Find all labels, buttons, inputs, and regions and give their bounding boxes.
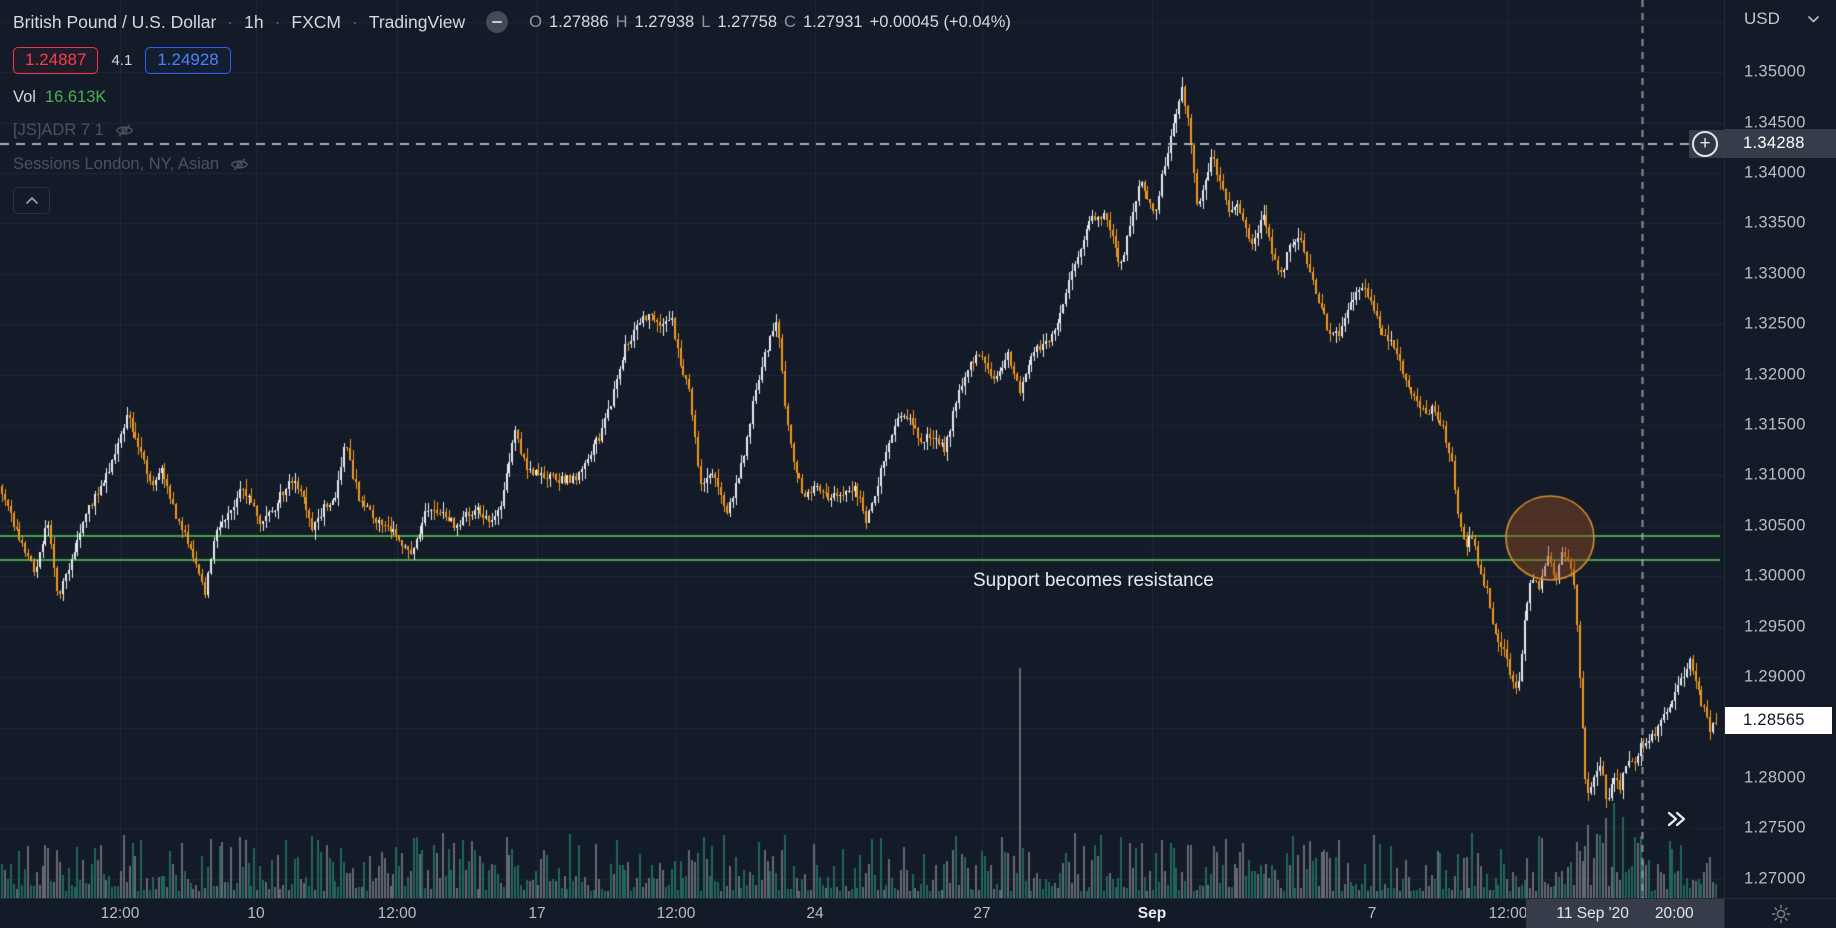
price-axis[interactable]: USD 1.35000 1.34500 1.34000 1.33500 1.33000 1… <box>1724 0 1836 898</box>
chevron-up-icon <box>25 197 38 204</box>
open-value: 1.27886 <box>548 12 609 31</box>
time-tick-label: 27 <box>973 905 991 922</box>
crosshair-date: 11 Sep '20 <box>1556 905 1629 922</box>
price-tick-label: 1.31000 <box>1744 465 1806 484</box>
price-tick-label: 1.32500 <box>1744 314 1806 333</box>
price-tick-label: 1.34500 <box>1744 113 1806 132</box>
price-tick-label: 1.35000 <box>1744 62 1806 81</box>
eye-hidden-icon[interactable] <box>230 156 249 173</box>
price-tick-label: 1.29500 <box>1744 617 1806 636</box>
currency-selector[interactable]: USD <box>1744 9 1819 29</box>
title-separator: · <box>227 11 234 32</box>
volume-value: 16.613K <box>44 87 107 106</box>
crosshair-time: 20:00 <box>1654 905 1694 922</box>
price-tick-label: 1.27000 <box>1744 869 1806 888</box>
price-tick-label: 1.31500 <box>1744 415 1806 434</box>
time-tick-label: 12:00 <box>656 905 696 922</box>
time-tick-label: 12:00 <box>100 905 140 922</box>
crosshair-price-badge: 1.34288 <box>1725 129 1836 159</box>
hide-legend-button[interactable] <box>486 11 509 33</box>
last-price-badge: 1.28565 <box>1725 707 1832 735</box>
time-axis[interactable]: 12:00 10 12:00 17 12:00 24 27 Sep 7 12:00 11 Sep … <box>0 898 1724 928</box>
indicator-adr-title[interactable]: [JS]ADR 7 1 <box>13 121 104 139</box>
price-tick-label: 1.29000 <box>1744 667 1806 686</box>
brand-label[interactable]: TradingView <box>368 11 466 32</box>
price-tick-label: 1.33500 <box>1744 213 1806 232</box>
collapse-legend-button[interactable] <box>13 187 50 214</box>
spread-value: 4.1 <box>111 51 133 69</box>
price-chart-canvas[interactable] <box>0 0 1724 898</box>
eye-hidden-icon[interactable] <box>115 122 134 139</box>
double-chevron-right-icon <box>1667 811 1686 827</box>
ohlc-values: O 1.27886 H 1.27938 L 1.27758 C 1.27931 +0.0… <box>529 13 1011 32</box>
axis-corner <box>1724 898 1836 928</box>
price-tick-label: 1.28000 <box>1744 768 1806 787</box>
scroll-to-realtime-button[interactable] <box>1655 798 1697 840</box>
time-tick-label: 10 <box>247 905 265 922</box>
crosshair-date-badge: 11 Sep '20 20:00 <box>1526 899 1724 928</box>
chart-legend: British Pound / U.S. Dollar · 1h · FXCM … <box>13 8 1011 214</box>
price-tick-label: 1.32000 <box>1744 365 1806 384</box>
price-tick-label: 1.30000 <box>1744 566 1806 585</box>
volume-row: Vol 16.613K <box>13 86 1011 108</box>
change-value: +0.00045 (+0.04%) <box>869 12 1011 31</box>
ask-price-badge[interactable]: 1.24928 <box>145 46 231 74</box>
add-alert-plus-button[interactable]: + <box>1692 130 1718 157</box>
close-value: 1.27931 <box>802 12 863 31</box>
price-tick-label: 1.27500 <box>1744 818 1806 837</box>
theme-sun-icon[interactable] <box>1771 904 1791 924</box>
axis-currency-label: USD <box>1744 9 1780 28</box>
time-tick-label: 12:00 <box>1488 905 1528 922</box>
low-label: L <box>701 12 711 31</box>
bid-price-badge[interactable]: 1.24887 <box>13 46 99 74</box>
symbol-title-row: British Pound / U.S. Dollar · 1h · FXCM … <box>13 8 1011 36</box>
title-separator: · <box>351 11 358 32</box>
open-label: O <box>529 12 542 31</box>
price-tick-label: 1.34000 <box>1744 163 1806 182</box>
high-value: 1.27938 <box>634 12 695 31</box>
time-tick-label: 12:00 <box>377 905 417 922</box>
indicator-row-sessions: Sessions London, NY, Asian <box>13 153 1011 176</box>
time-tick-label: 17 <box>528 905 546 922</box>
time-tick-label: 7 <box>1367 905 1377 922</box>
high-label: H <box>615 12 628 31</box>
time-tick-label: 24 <box>806 905 824 922</box>
volume-label: Vol <box>13 87 36 106</box>
chevron-down-icon <box>1808 15 1819 23</box>
exchange-label[interactable]: FXCM <box>291 11 341 32</box>
interval-label[interactable]: 1h <box>244 11 264 32</box>
title-separator: · <box>274 11 281 32</box>
price-tick-label: 1.33000 <box>1744 264 1806 283</box>
price-tick-label: 1.30500 <box>1744 516 1806 535</box>
annotation-support-resistance: Support becomes resistance <box>973 570 1214 591</box>
close-label: C <box>784 12 796 31</box>
low-value: 1.27758 <box>717 12 778 31</box>
bid-ask-row: 1.24887 4.1 1.24928 <box>13 45 1011 75</box>
indicator-row-adr: [JS]ADR 7 1 <box>13 119 1011 142</box>
time-tick-label: Sep <box>1137 905 1167 922</box>
minus-icon <box>492 21 503 23</box>
indicator-sessions-title[interactable]: Sessions London, NY, Asian <box>13 155 220 173</box>
symbol-title[interactable]: British Pound / U.S. Dollar <box>13 11 217 32</box>
